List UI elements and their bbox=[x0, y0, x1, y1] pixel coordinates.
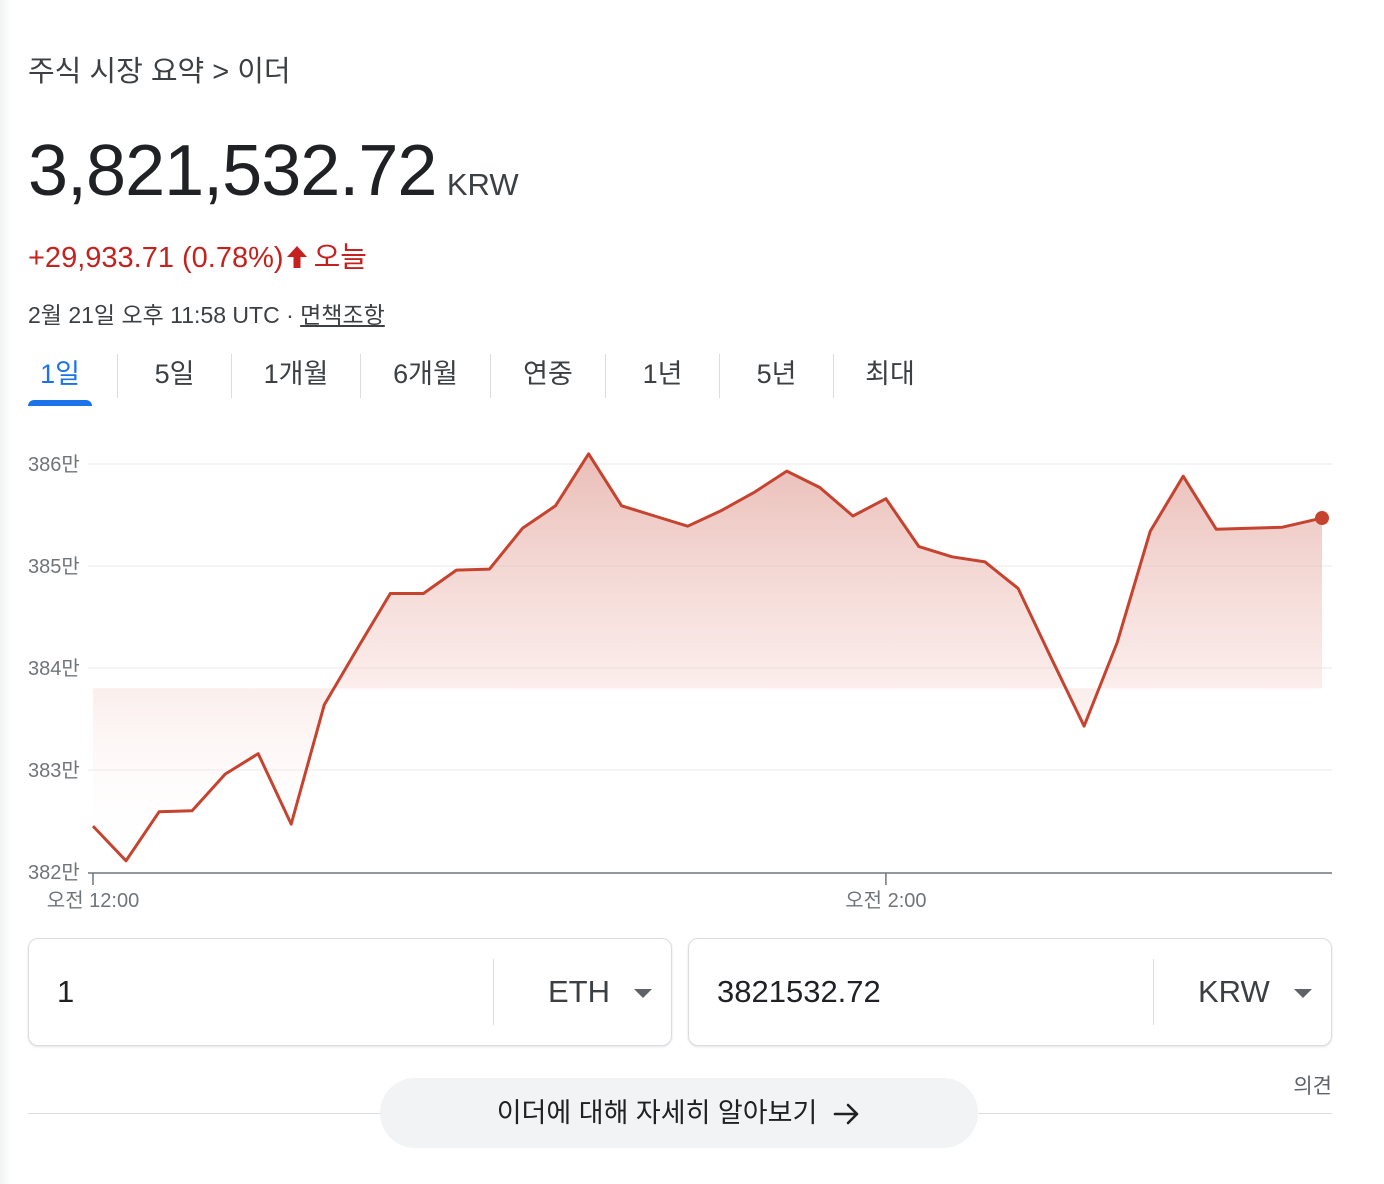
from-currency-label: ETH bbox=[548, 974, 610, 1009]
x-tick-label: 오전 12:00 bbox=[47, 889, 139, 912]
change-period: 오늘 bbox=[313, 242, 367, 274]
tab-divider bbox=[833, 354, 834, 398]
breadcrumb[interactable]: 주식 시장 요약 > 이더 bbox=[28, 56, 291, 88]
y-tick-label: 385만 bbox=[28, 555, 80, 578]
arrow-right-icon bbox=[833, 1103, 859, 1125]
price-chart[interactable]: 386만 385만 384만 383만 382만 오전 12:00 오전 2:00 bbox=[0, 420, 1384, 920]
tab-divider bbox=[117, 354, 118, 398]
tab-label: 1년 bbox=[642, 359, 683, 389]
y-tick-label: 386만 bbox=[28, 453, 80, 476]
dropdown-caret-icon bbox=[1293, 989, 1312, 999]
y-tick-label: 383만 bbox=[28, 759, 80, 782]
left-edge-shade bbox=[0, 0, 12, 1184]
tab-1y[interactable]: 1년 bbox=[606, 352, 719, 400]
to-amount-input[interactable]: 3821532.72 bbox=[717, 974, 881, 1009]
tab-divider bbox=[231, 354, 232, 398]
tab-label: 연중 bbox=[523, 359, 573, 389]
price-change: +29,933.71 (0.78%) 오늘 bbox=[28, 234, 367, 276]
tab-label: 5년 bbox=[756, 359, 797, 389]
price-currency: KRW bbox=[446, 167, 519, 202]
chart-x-axis-labels: 오전 12:00 오전 2:00 bbox=[47, 873, 927, 912]
chart-area-fill bbox=[93, 453, 1322, 861]
tab-5d[interactable]: 5일 bbox=[118, 352, 231, 400]
tab-label: 1개월 bbox=[263, 359, 329, 389]
from-amount-input[interactable]: 1 bbox=[57, 974, 75, 1009]
disclaimer-link[interactable]: 면책조항 bbox=[300, 302, 385, 328]
from-currency-select[interactable]: ETH bbox=[548, 939, 652, 1045]
timestamp: 2월 21일 오후 11:58 UTC · 면책조항 bbox=[28, 296, 385, 330]
to-currency-select[interactable]: KRW bbox=[1198, 939, 1312, 1045]
tab-divider bbox=[719, 354, 720, 398]
converter-from: 1 ETH bbox=[28, 938, 672, 1046]
feedback-link[interactable]: 의견 bbox=[1293, 1075, 1332, 1098]
price-row: 3,821,532.72 KRW bbox=[28, 130, 519, 212]
tab-1m[interactable]: 1개월 bbox=[232, 352, 360, 400]
tab-max[interactable]: 최대 bbox=[834, 352, 946, 400]
to-currency-label: KRW bbox=[1198, 974, 1270, 1009]
converter-divider bbox=[1153, 959, 1154, 1025]
learn-more-label: 이더에 대해 자세히 알아보기 bbox=[496, 1098, 818, 1128]
tab-divider bbox=[605, 354, 606, 398]
tab-5y[interactable]: 5년 bbox=[720, 352, 833, 400]
tab-label: 1일 bbox=[40, 359, 80, 389]
y-tick-label: 384만 bbox=[28, 657, 80, 680]
chart-y-axis-labels: 386만 385만 384만 383만 382만 bbox=[28, 453, 80, 884]
chart-last-point bbox=[1315, 511, 1329, 526]
price-value: 3,821,532.72 bbox=[28, 131, 437, 211]
learn-more-button[interactable]: 이더에 대해 자세히 알아보기 bbox=[380, 1078, 978, 1148]
converter-divider bbox=[493, 959, 494, 1025]
tab-label: 최대 bbox=[865, 359, 915, 389]
chart-series-line bbox=[91, 452, 1323, 863]
range-tabs: 1일 5일 1개월 6개월 연중 1년 5년 최대 bbox=[28, 352, 928, 406]
y-tick-label: 382만 bbox=[28, 861, 80, 884]
tab-divider bbox=[360, 354, 361, 398]
tab-1d[interactable]: 1일 bbox=[28, 352, 92, 406]
active-tab-indicator bbox=[28, 400, 92, 406]
dropdown-caret-icon bbox=[634, 989, 652, 999]
tab-label: 5일 bbox=[154, 359, 195, 389]
price-change-text: +29,933.71 (0.78%) bbox=[28, 242, 284, 274]
x-tick-label: 오전 2:00 bbox=[845, 889, 926, 912]
arrow-up-icon bbox=[286, 246, 307, 268]
tab-label: 6개월 bbox=[393, 359, 458, 389]
converter-to: 3821532.72 KRW bbox=[688, 938, 1332, 1046]
timestamp-text: 2월 21일 오후 11:58 UTC · bbox=[28, 302, 301, 328]
tab-6m[interactable]: 6개월 bbox=[361, 352, 490, 400]
tab-divider bbox=[490, 354, 491, 398]
tab-ytd[interactable]: 연중 bbox=[491, 352, 605, 400]
